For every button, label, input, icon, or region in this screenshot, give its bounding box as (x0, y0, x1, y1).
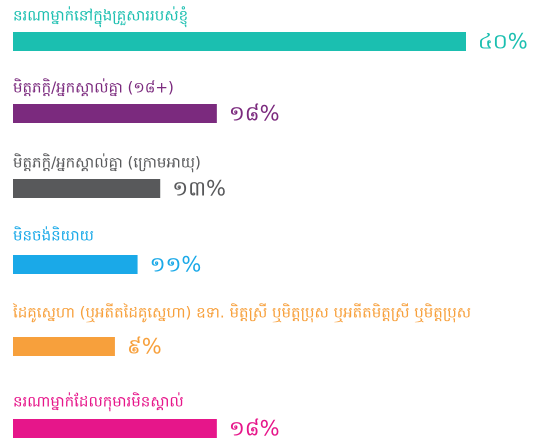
value-label: ១១% (150, 253, 202, 277)
value-label: ១៨% (229, 417, 280, 441)
value-label: ១៣% (172, 177, 226, 201)
bar (13, 337, 115, 356)
bar (13, 419, 217, 438)
category-label: ដៃគូស្នេហា (ឬអតីតដៃគូស្នេហា) ឧទា. មិត្តស… (12, 303, 471, 323)
bar (13, 255, 138, 274)
category-label: នរណាម្នាក់ដែលកុមារមិនស្គាល់ (13, 392, 184, 412)
value-label: ១៨% (229, 102, 280, 126)
bar (13, 104, 217, 123)
bar (13, 179, 161, 198)
category-label: មិត្តភក្តិ/អ្នកស្គាល់គ្នា (១៨+) (13, 78, 174, 97)
category-label: នរណាម្នាក់នៅក្នុងគ្រួសាររបស់ខ្ញុំ (13, 6, 188, 28)
value-label: ៤០% (478, 30, 528, 54)
bar (13, 32, 466, 51)
value-label: ៩% (127, 335, 162, 359)
category-label: មិត្តភក្តិ/អ្នកស្គាល់គ្នា (ក្រោមអាយុ) (13, 153, 201, 173)
category-label: មិនចង់និយាយ (13, 226, 94, 245)
